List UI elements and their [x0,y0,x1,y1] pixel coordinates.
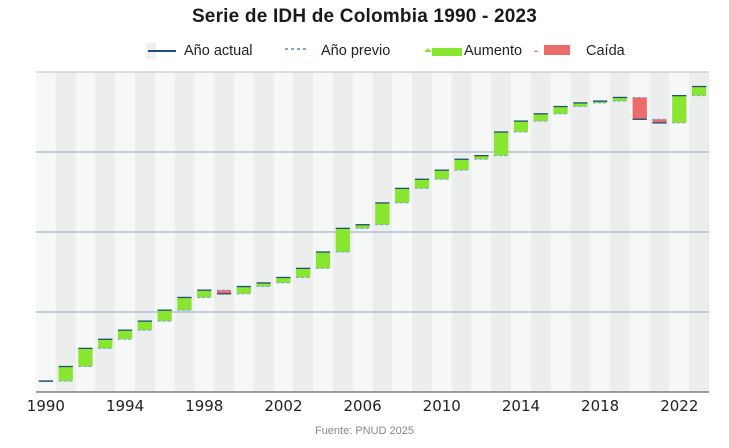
legend-item-current-year[interactable]: Año actual [146,40,253,62]
increase-bar [78,348,93,367]
increase-bar [355,224,370,229]
increase-bar [395,188,410,203]
increase-bar [494,132,509,156]
increase-bar [513,121,529,132]
legend-label-current-year: Año actual [184,43,253,59]
legend-label-previous-year: Año previo [321,43,391,59]
chart-title: Serie de IDH de Colombia 1990 - 2023 [191,6,538,27]
increase-bar [434,170,449,180]
x-tick-label: 2022 [660,397,698,415]
legend-swatch-increase [424,48,462,56]
increase-bar [335,228,350,252]
legend-item-increase[interactable]: Aumento [424,40,522,62]
increase-bar [553,106,568,114]
decrease-bar [632,97,647,120]
legend-item-previous-year[interactable]: Año previo [285,40,390,62]
increase-bar [315,252,331,269]
decrease-bar [652,119,667,123]
increase-bar [691,86,707,96]
legend-label-decrease: Caída [586,43,625,59]
increase-bar [454,159,469,171]
increase-bar [236,286,251,294]
increase-bar [414,179,430,189]
increase-bar [593,101,608,104]
x-tick-label: 1994 [106,397,144,415]
x-tick-label: 2002 [264,397,302,415]
increase-bar [612,97,628,102]
x-tick-label: 1998 [185,397,223,415]
chart-plot: 1990 1994 1998 2002 2006 2010 2014 2018 2022 [27,71,709,415]
increase-bar [177,297,192,311]
increase-bar [197,290,212,298]
increase-bar [533,113,548,122]
increase-bar [474,155,489,160]
increase-bar [375,202,390,225]
increase-bar [256,282,271,287]
legend-label-increase: Aumento [464,43,523,59]
increase-bar [157,310,172,322]
x-tick-label: 2006 [344,397,382,415]
increase-bar [58,366,73,382]
legend-item-decrease[interactable]: Caída [534,40,625,62]
increase-bar [672,95,687,123]
x-tick-label: 1990 [27,397,65,415]
increase-bar [276,277,291,283]
increase-bar [137,321,152,331]
increase-bar [573,102,588,107]
legend-swatch-previous-year [285,48,307,50]
x-tick-label: 2010 [423,397,461,415]
x-tick-label: 2018 [581,397,619,415]
increase-bar [98,339,113,349]
x-tick-label: 2014 [502,397,540,415]
legend-swatch-decrease [534,45,570,55]
legend: Año actual Año previo Aumento Caída [0,40,729,62]
increase-bar [117,330,133,340]
increase-bar [296,268,311,278]
legend-swatch-current-year [146,43,176,59]
source-note: Fuente: PNUD 2025 [314,425,415,437]
decrease-bar [216,290,232,294]
